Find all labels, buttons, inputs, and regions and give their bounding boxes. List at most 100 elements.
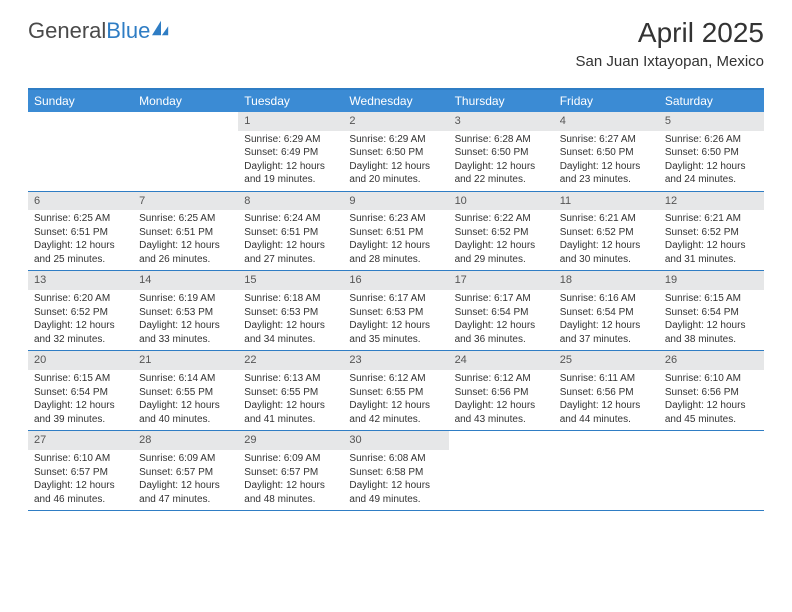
day-cell: 28Sunrise: 6:09 AMSunset: 6:57 PMDayligh… — [133, 431, 238, 510]
sunrise-line: Sunrise: 6:15 AM — [34, 372, 127, 386]
day-number: 17 — [449, 271, 554, 290]
daylight-line: Daylight: 12 hours and 39 minutes. — [34, 399, 127, 426]
daylight-line: Daylight: 12 hours and 25 minutes. — [34, 239, 127, 266]
sunset-line: Sunset: 6:54 PM — [665, 306, 758, 320]
sunrise-line: Sunrise: 6:19 AM — [139, 292, 232, 306]
location: San Juan Ixtayopan, Mexico — [576, 53, 764, 70]
day-cell — [659, 431, 764, 510]
sunset-line: Sunset: 6:56 PM — [455, 386, 548, 400]
day-cell: 5Sunrise: 6:26 AMSunset: 6:50 PMDaylight… — [659, 112, 764, 191]
day-cell: 30Sunrise: 6:08 AMSunset: 6:58 PMDayligh… — [343, 431, 448, 510]
sunset-line: Sunset: 6:51 PM — [139, 226, 232, 240]
daylight-line: Daylight: 12 hours and 41 minutes. — [244, 399, 337, 426]
day-number: 29 — [238, 431, 343, 450]
day-number: 19 — [659, 271, 764, 290]
day-body: Sunrise: 6:25 AMSunset: 6:51 PMDaylight:… — [28, 210, 133, 270]
day-body: Sunrise: 6:22 AMSunset: 6:52 PMDaylight:… — [449, 210, 554, 270]
day-cell: 22Sunrise: 6:13 AMSunset: 6:55 PMDayligh… — [238, 351, 343, 430]
day-number: 3 — [449, 112, 554, 131]
sunset-line: Sunset: 6:53 PM — [349, 306, 442, 320]
sunset-line: Sunset: 6:49 PM — [244, 146, 337, 160]
day-body: Sunrise: 6:17 AMSunset: 6:54 PMDaylight:… — [449, 290, 554, 350]
daylight-line: Daylight: 12 hours and 26 minutes. — [139, 239, 232, 266]
day-number: 9 — [343, 192, 448, 211]
sunrise-line: Sunrise: 6:21 AM — [665, 212, 758, 226]
day-cell: 12Sunrise: 6:21 AMSunset: 6:52 PMDayligh… — [659, 192, 764, 271]
day-body: Sunrise: 6:15 AMSunset: 6:54 PMDaylight:… — [659, 290, 764, 350]
day-body: Sunrise: 6:25 AMSunset: 6:51 PMDaylight:… — [133, 210, 238, 270]
sunset-line: Sunset: 6:51 PM — [244, 226, 337, 240]
sunset-line: Sunset: 6:57 PM — [139, 466, 232, 480]
sunrise-line: Sunrise: 6:08 AM — [349, 452, 442, 466]
day-cell — [28, 112, 133, 191]
day-number: 20 — [28, 351, 133, 370]
sunrise-line: Sunrise: 6:18 AM — [244, 292, 337, 306]
sunrise-line: Sunrise: 6:09 AM — [244, 452, 337, 466]
day-cell: 21Sunrise: 6:14 AMSunset: 6:55 PMDayligh… — [133, 351, 238, 430]
day-number: 14 — [133, 271, 238, 290]
day-body: Sunrise: 6:13 AMSunset: 6:55 PMDaylight:… — [238, 370, 343, 430]
day-cell: 27Sunrise: 6:10 AMSunset: 6:57 PMDayligh… — [28, 431, 133, 510]
day-number: 2 — [343, 112, 448, 131]
day-body: Sunrise: 6:29 AMSunset: 6:50 PMDaylight:… — [343, 131, 448, 191]
sunset-line: Sunset: 6:50 PM — [349, 146, 442, 160]
sunrise-line: Sunrise: 6:11 AM — [560, 372, 653, 386]
sunset-line: Sunset: 6:54 PM — [34, 386, 127, 400]
sunrise-line: Sunrise: 6:12 AM — [455, 372, 548, 386]
daylight-line: Daylight: 12 hours and 19 minutes. — [244, 160, 337, 187]
sunrise-line: Sunrise: 6:29 AM — [349, 133, 442, 147]
day-number: 4 — [554, 112, 659, 131]
day-number: 26 — [659, 351, 764, 370]
daylight-line: Daylight: 12 hours and 42 minutes. — [349, 399, 442, 426]
day-number: 25 — [554, 351, 659, 370]
sunset-line: Sunset: 6:57 PM — [244, 466, 337, 480]
day-cell: 25Sunrise: 6:11 AMSunset: 6:56 PMDayligh… — [554, 351, 659, 430]
day-cell — [554, 431, 659, 510]
day-body: Sunrise: 6:21 AMSunset: 6:52 PMDaylight:… — [659, 210, 764, 270]
sunrise-line: Sunrise: 6:25 AM — [139, 212, 232, 226]
day-body: Sunrise: 6:12 AMSunset: 6:55 PMDaylight:… — [343, 370, 448, 430]
day-cell: 4Sunrise: 6:27 AMSunset: 6:50 PMDaylight… — [554, 112, 659, 191]
daylight-line: Daylight: 12 hours and 22 minutes. — [455, 160, 548, 187]
day-body: Sunrise: 6:18 AMSunset: 6:53 PMDaylight:… — [238, 290, 343, 350]
day-header: Friday — [554, 90, 659, 112]
daylight-line: Daylight: 12 hours and 46 minutes. — [34, 479, 127, 506]
sunrise-line: Sunrise: 6:24 AM — [244, 212, 337, 226]
day-body: Sunrise: 6:19 AMSunset: 6:53 PMDaylight:… — [133, 290, 238, 350]
daylight-line: Daylight: 12 hours and 47 minutes. — [139, 479, 232, 506]
day-body: Sunrise: 6:29 AMSunset: 6:49 PMDaylight:… — [238, 131, 343, 191]
day-cell: 17Sunrise: 6:17 AMSunset: 6:54 PMDayligh… — [449, 271, 554, 350]
day-header-row: Sunday Monday Tuesday Wednesday Thursday… — [28, 90, 764, 112]
daylight-line: Daylight: 12 hours and 27 minutes. — [244, 239, 337, 266]
sunrise-line: Sunrise: 6:23 AM — [349, 212, 442, 226]
sunrise-line: Sunrise: 6:14 AM — [139, 372, 232, 386]
day-number: 16 — [343, 271, 448, 290]
daylight-line: Daylight: 12 hours and 34 minutes. — [244, 319, 337, 346]
month-title: April 2025 — [576, 18, 764, 49]
day-header: Wednesday — [343, 90, 448, 112]
day-header: Tuesday — [238, 90, 343, 112]
week-row: 27Sunrise: 6:10 AMSunset: 6:57 PMDayligh… — [28, 431, 764, 511]
day-header: Sunday — [28, 90, 133, 112]
week-row: 20Sunrise: 6:15 AMSunset: 6:54 PMDayligh… — [28, 351, 764, 431]
day-number: 22 — [238, 351, 343, 370]
daylight-line: Daylight: 12 hours and 48 minutes. — [244, 479, 337, 506]
sunset-line: Sunset: 6:52 PM — [34, 306, 127, 320]
day-number: 10 — [449, 192, 554, 211]
sunrise-line: Sunrise: 6:16 AM — [560, 292, 653, 306]
daylight-line: Daylight: 12 hours and 23 minutes. — [560, 160, 653, 187]
sunrise-line: Sunrise: 6:12 AM — [349, 372, 442, 386]
day-cell: 1Sunrise: 6:29 AMSunset: 6:49 PMDaylight… — [238, 112, 343, 191]
day-number: 1 — [238, 112, 343, 131]
day-number: 24 — [449, 351, 554, 370]
day-body: Sunrise: 6:28 AMSunset: 6:50 PMDaylight:… — [449, 131, 554, 191]
day-number: 23 — [343, 351, 448, 370]
sail-icon — [150, 19, 172, 37]
day-body: Sunrise: 6:12 AMSunset: 6:56 PMDaylight:… — [449, 370, 554, 430]
daylight-line: Daylight: 12 hours and 35 minutes. — [349, 319, 442, 346]
sunset-line: Sunset: 6:57 PM — [34, 466, 127, 480]
day-cell: 9Sunrise: 6:23 AMSunset: 6:51 PMDaylight… — [343, 192, 448, 271]
day-number: 5 — [659, 112, 764, 131]
day-cell: 6Sunrise: 6:25 AMSunset: 6:51 PMDaylight… — [28, 192, 133, 271]
daylight-line: Daylight: 12 hours and 38 minutes. — [665, 319, 758, 346]
